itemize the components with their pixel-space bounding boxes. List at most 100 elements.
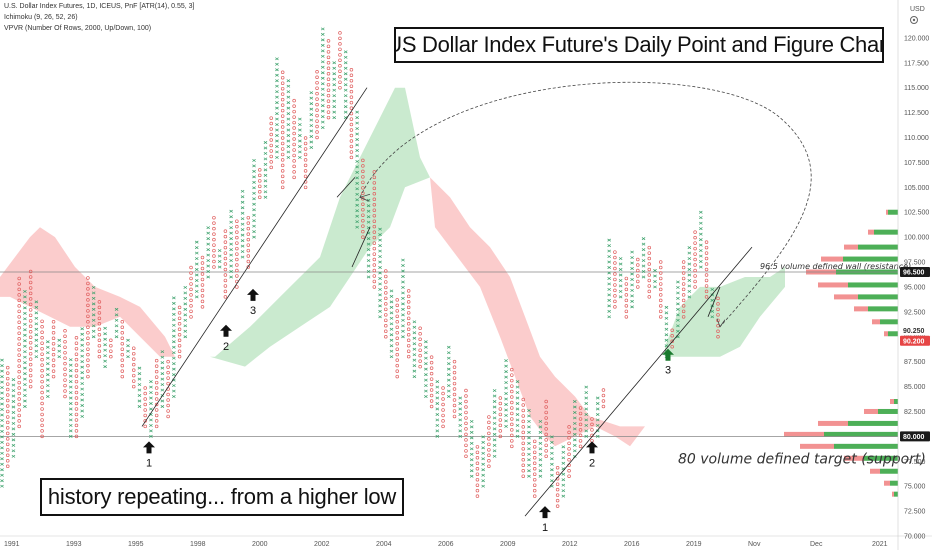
pnf-x-box — [469, 425, 474, 429]
pnf-o-box — [521, 447, 525, 451]
pnf-o-box — [624, 293, 629, 297]
pnf-o-box — [86, 331, 90, 335]
pnf-o-box — [452, 392, 457, 397]
pnf-x-box — [0, 397, 4, 401]
pnf-x-box — [699, 227, 703, 231]
pnf-column — [91, 285, 96, 339]
pnf-o-box — [40, 330, 44, 335]
pnf-x-box — [676, 307, 680, 311]
pnf-o-box — [189, 293, 193, 297]
pnf-x-box — [23, 361, 27, 365]
pnf-o-box — [120, 347, 125, 351]
x-tick-label: 1995 — [128, 541, 144, 548]
pnf-x-box — [607, 255, 611, 259]
pnf-x-box — [275, 57, 279, 61]
pnf-o-box — [693, 285, 697, 289]
pnf-x-box — [607, 249, 611, 253]
y-tick-label: 105.000 — [904, 185, 929, 192]
pnf-o-box — [74, 341, 79, 345]
pnf-o-box — [693, 257, 697, 262]
pnf-x-box — [343, 77, 348, 81]
pnf-x-box — [80, 338, 85, 342]
pnf-x-box — [492, 421, 497, 425]
up-arrow-icon — [143, 441, 155, 454]
pnf-o-box — [223, 234, 228, 239]
up-arrow-icon — [662, 348, 674, 361]
x-tick-label: 2009 — [500, 541, 516, 548]
pnf-o-box — [326, 72, 331, 76]
pnf-x-box — [401, 307, 405, 311]
pnf-column — [395, 298, 399, 379]
pnf-o-box — [28, 340, 33, 345]
pnf-o-box — [429, 399, 434, 403]
pnf-columns — [0, 27, 720, 508]
pnf-x-box — [515, 429, 520, 433]
pnf-x-box — [618, 262, 623, 266]
pnf-column — [149, 380, 153, 438]
pnf-o-box — [441, 402, 445, 407]
pnf-x-box — [320, 43, 325, 47]
pnf-column — [309, 91, 314, 149]
pnf-column — [452, 359, 457, 419]
up-arrow-marker: 3 — [247, 288, 259, 317]
pnf-x-box — [343, 83, 348, 87]
pnf-o-box — [280, 103, 285, 107]
pnf-o-box — [613, 272, 617, 276]
pnf-o-box — [372, 175, 377, 180]
pnf-o-box — [292, 120, 296, 125]
pnf-o-box — [487, 415, 491, 419]
pnf-x-box — [504, 359, 508, 363]
settings-icon[interactable] — [910, 16, 918, 24]
pnf-x-box — [435, 418, 440, 422]
pnf-o-box — [429, 393, 434, 398]
pnf-x-box — [80, 365, 85, 369]
pnf-o-box — [555, 466, 560, 470]
pnf-o-box — [5, 420, 10, 425]
pnf-x-box — [618, 268, 623, 271]
pnf-o-box — [590, 422, 594, 427]
pnf-o-box — [223, 267, 228, 272]
pnf-x-box — [309, 135, 314, 138]
pnf-x-box — [492, 438, 497, 442]
arrow-label: 1 — [146, 457, 152, 469]
pnf-x-box — [389, 300, 394, 304]
pnf-o-box — [17, 375, 21, 379]
pnf-x-box — [641, 259, 646, 263]
vpvr-bar-up — [888, 209, 898, 215]
pnf-x-box — [240, 211, 245, 215]
pnf-x-box — [515, 380, 520, 384]
pnf-o-box — [74, 418, 79, 422]
pnf-x-box — [263, 157, 268, 161]
up-arrow-icon — [220, 324, 232, 337]
pnf-o-box — [693, 268, 697, 273]
pnf-o-box — [86, 369, 90, 373]
pnf-x-box — [630, 299, 634, 303]
pnf-x-box — [240, 189, 245, 193]
pnf-x-box — [80, 398, 85, 402]
pnf-o-box — [74, 385, 79, 389]
pnf-o-box — [97, 311, 102, 315]
pnf-x-box — [206, 248, 211, 252]
pnf-x-box — [206, 237, 211, 241]
pnf-o-box — [120, 331, 125, 335]
pnf-o-box — [131, 346, 136, 350]
pnf-x-box — [229, 237, 233, 241]
x-tick-label: 2000 — [252, 541, 268, 548]
pnf-x-box — [126, 355, 130, 359]
pnf-o-box — [658, 282, 663, 286]
pnf-o-box — [51, 341, 56, 346]
pnf-o-box — [154, 380, 159, 385]
pnf-x-box — [446, 384, 451, 388]
pnf-o-box — [17, 287, 21, 292]
pnf-o-box — [200, 255, 205, 260]
pnf-x-box — [687, 251, 692, 255]
pnf-o-box — [292, 115, 296, 119]
pnf-o-box — [177, 311, 182, 315]
chart-annotations: 96.5 volume defined wall (resistance)80 … — [678, 262, 926, 467]
pnf-x-box — [699, 232, 703, 236]
pnf-x-box — [194, 268, 199, 271]
vpvr-bar-down — [886, 209, 888, 215]
pnf-o-box — [40, 434, 44, 439]
pnf-o-box — [258, 173, 262, 178]
pnf-x-box — [527, 414, 531, 418]
